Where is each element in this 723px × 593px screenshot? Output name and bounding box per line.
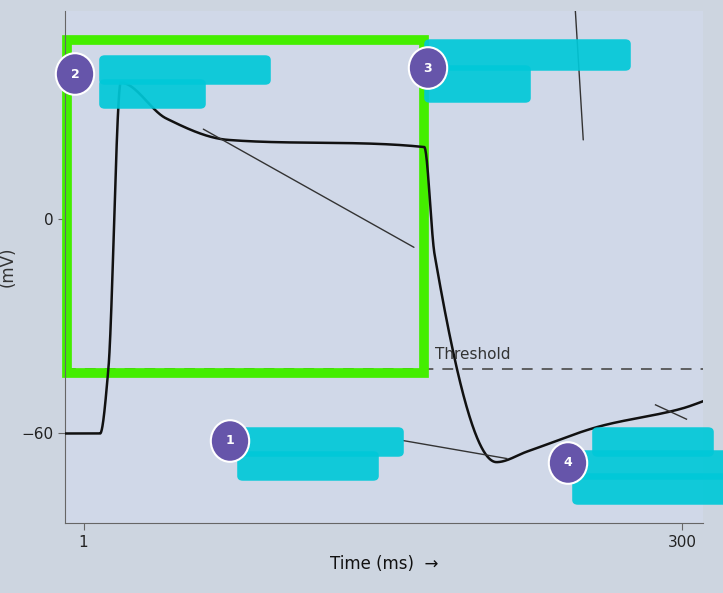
Text: 2: 2 — [71, 68, 80, 81]
X-axis label: Time (ms)  →: Time (ms) → — [330, 556, 438, 573]
Text: Threshold: Threshold — [435, 347, 510, 362]
Y-axis label: (mV): (mV) — [0, 247, 17, 287]
Text: 1: 1 — [226, 435, 234, 448]
Text: 4: 4 — [564, 457, 573, 470]
Bar — [67, 40, 424, 372]
Text: 3: 3 — [424, 62, 432, 75]
